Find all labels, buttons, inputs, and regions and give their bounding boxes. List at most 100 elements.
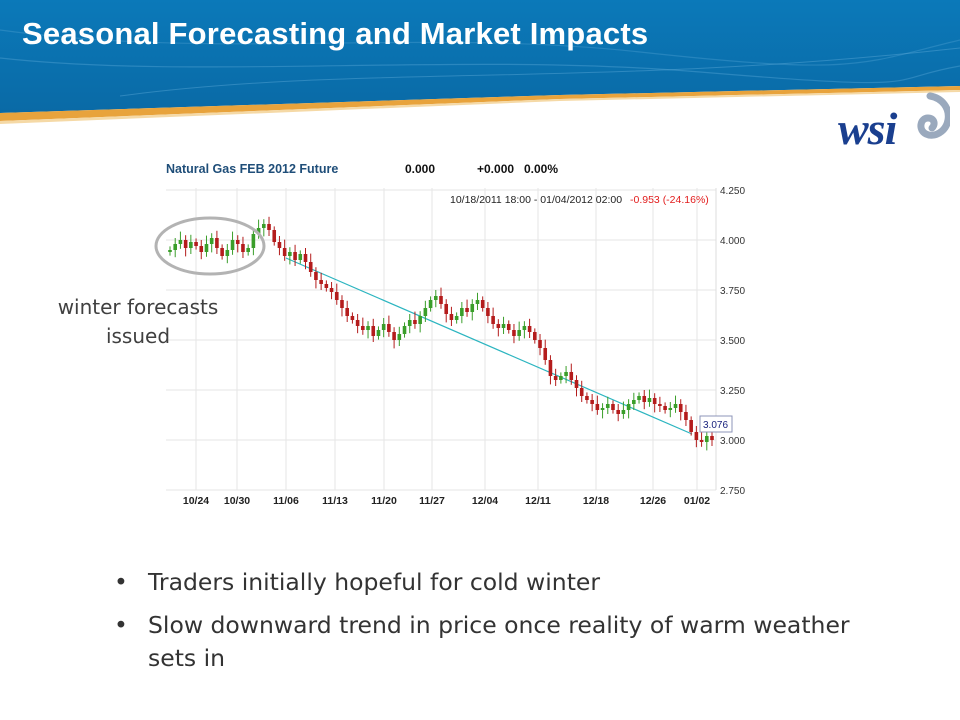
swirl-icon — [917, 92, 950, 139]
candle-body — [579, 388, 584, 396]
candle-body — [611, 404, 615, 410]
candle-body — [460, 308, 464, 316]
candle-body — [241, 244, 245, 252]
x-tick-label: 10/24 — [183, 495, 209, 507]
candle-body — [428, 300, 433, 308]
candle-body — [355, 320, 360, 326]
candle-body — [334, 292, 339, 300]
candle-body — [251, 234, 256, 248]
candle-body — [621, 410, 626, 414]
y-axis-labels: 4.250 4.000 3.750 3.500 3.250 3.000 2.750 — [720, 186, 745, 497]
candle-body — [277, 242, 282, 248]
candle-body — [439, 296, 443, 304]
candle-body — [220, 248, 224, 256]
candle-body — [574, 380, 579, 388]
candle-body — [329, 288, 334, 292]
candle-body — [553, 376, 558, 380]
candle-body — [590, 400, 594, 404]
candle-body — [444, 304, 449, 314]
change-label: -0.953 (-24.16%) — [630, 194, 709, 206]
last-price-label: 3.076 — [703, 420, 728, 431]
candle-body — [548, 360, 553, 376]
candle-body — [496, 324, 501, 328]
chart-title: Natural Gas FEB 2012 Future — [166, 162, 338, 176]
range-label: 10/18/2011 18:00 - 01/04/2012 02:00 — [450, 194, 622, 206]
candle-body — [647, 398, 652, 402]
annotation-label: winter forecasts issued — [40, 293, 236, 351]
candle-body — [413, 320, 417, 324]
header-value-percent: 0.00% — [524, 162, 558, 176]
candle-body — [267, 224, 271, 230]
candle-body — [215, 238, 219, 248]
candle-body — [486, 308, 490, 316]
logo-text: wsi — [838, 103, 897, 154]
candle-body — [673, 404, 678, 408]
candle-body — [454, 316, 459, 320]
candle-body — [340, 300, 344, 308]
candle-body — [183, 240, 188, 248]
x-tick-label: 12/18 — [583, 495, 609, 507]
candle-body — [668, 408, 673, 410]
candle-body — [345, 308, 349, 316]
candle-body — [616, 410, 620, 414]
candle-body — [293, 252, 297, 260]
x-tick-label: 11/13 — [322, 495, 348, 507]
bullet-list: Traders initially hopeful for cold winte… — [112, 566, 852, 685]
candle-body — [371, 326, 376, 336]
candle-body — [600, 408, 605, 410]
candle-body — [256, 228, 261, 234]
candle-body — [538, 340, 542, 348]
candle-body — [663, 406, 667, 410]
candle-body — [470, 304, 475, 312]
candle-body — [465, 308, 469, 312]
candle-body — [642, 396, 647, 402]
candle-body — [407, 320, 412, 326]
y-tick-label: 3.000 — [720, 436, 745, 447]
candle-body — [204, 244, 209, 252]
x-tick-label: 10/30 — [224, 495, 250, 507]
candle-body — [381, 324, 386, 330]
candle-body — [433, 296, 438, 300]
candle-body — [209, 238, 214, 244]
annotation-line: winter forecasts — [57, 295, 219, 319]
x-tick-label: 12/11 — [525, 495, 551, 507]
candle-body — [449, 314, 454, 320]
candle-body — [361, 326, 365, 330]
candle-body — [543, 348, 548, 360]
candle-body — [230, 240, 235, 250]
candle-body — [480, 300, 485, 308]
chart-grid — [166, 188, 717, 491]
x-tick-label: 11/27 — [419, 495, 445, 507]
header-banner — [0, 0, 960, 124]
candle-body — [199, 246, 204, 252]
candle-body — [397, 334, 402, 340]
candle-body — [522, 326, 527, 330]
candle-body — [168, 250, 172, 252]
candle-body — [235, 240, 240, 244]
candle-body — [308, 262, 313, 272]
x-tick-label: 11/06 — [273, 495, 299, 507]
last-price-box — [699, 415, 733, 433]
candle-body — [605, 404, 610, 408]
candle-body — [506, 324, 511, 330]
candle-body — [314, 272, 318, 280]
candle-body — [564, 372, 568, 376]
y-tick-label: 3.500 — [720, 336, 745, 347]
candle-body — [595, 404, 600, 410]
candle-body — [626, 404, 631, 410]
candle-body — [225, 250, 230, 256]
candle-body — [694, 432, 699, 440]
y-tick-label: 3.750 — [720, 286, 745, 297]
candle-body — [282, 248, 287, 256]
candle-body — [366, 326, 370, 330]
y-tick-label: 2.750 — [720, 486, 745, 497]
candle-body — [585, 396, 589, 400]
candle-body — [652, 398, 657, 404]
candle-body — [527, 326, 532, 332]
candle-body — [319, 280, 323, 284]
bullet-item: Traders initially hopeful for cold winte… — [112, 566, 852, 599]
y-tick-label: 3.250 — [720, 386, 745, 397]
candle-body — [173, 244, 178, 250]
candle-body — [512, 330, 516, 336]
wsi-logo: wsi — [838, 92, 950, 162]
